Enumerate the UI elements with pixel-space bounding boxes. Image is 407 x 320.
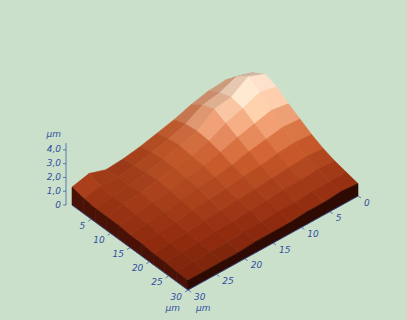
y-axis-line: [188, 196, 358, 290]
x-tick-label: 5: [80, 221, 86, 231]
x-tick: [166, 276, 169, 278]
wall: [188, 271, 205, 290]
y-tick-label: 5: [336, 213, 342, 223]
y-tick: [330, 212, 333, 214]
wall: [273, 223, 290, 243]
y-tick-label: 15: [279, 245, 291, 255]
y-axis-title: µm: [195, 303, 211, 313]
z-tick: [63, 205, 66, 206]
z-tick-label: 4,0: [47, 144, 62, 154]
wall: [118, 225, 130, 247]
y-tick-label: 25: [222, 276, 234, 286]
z-axis-title: µm: [46, 129, 62, 139]
wall: [107, 217, 119, 239]
wall: [341, 184, 358, 206]
wall: [153, 253, 165, 273]
x-tick-label: 30: [171, 292, 183, 302]
y-tick-label: 20: [251, 260, 263, 270]
wall: [256, 232, 273, 252]
x-tick: [108, 233, 111, 235]
x-axis-line: [72, 205, 188, 290]
z-tick: [63, 177, 66, 178]
x-tick: [146, 262, 149, 264]
y-tick-label: 10: [307, 229, 319, 239]
wall: [176, 272, 188, 290]
x-tick-label: 10: [93, 235, 105, 245]
y-tick: [273, 243, 276, 245]
y-tick: [188, 290, 191, 292]
chart: 51015202530µm051015202530µm01,02,03,04,0…: [0, 0, 407, 320]
z-tick: [63, 149, 66, 150]
z-tick-label: 3,0: [47, 158, 62, 168]
x-tick-label: 15: [113, 249, 125, 259]
wall: [324, 192, 341, 215]
wall: [239, 241, 256, 261]
y-tick-label: 30: [194, 292, 206, 302]
wall: [165, 262, 177, 282]
x-axis-title: µm: [165, 303, 181, 313]
x-tick-label: 25: [151, 277, 163, 287]
z-tick-label: 2,0: [47, 172, 62, 182]
x-tick-label: 20: [132, 263, 144, 273]
wall: [307, 202, 324, 224]
y-tick: [358, 196, 361, 198]
z-tick: [63, 191, 66, 192]
wall: [130, 235, 142, 256]
z-tick-label: 0: [55, 200, 61, 210]
wall: [222, 252, 239, 271]
wall: [84, 198, 96, 222]
wall: [95, 208, 107, 230]
wall: [290, 212, 307, 234]
y-tick: [245, 259, 248, 261]
y-tick-label: 0: [364, 198, 370, 208]
y-tick: [216, 274, 219, 276]
z-axis-line: [66, 143, 67, 205]
axes: 51015202530µm051015202530µm01,02,03,04,0…: [46, 129, 371, 313]
x-tick: [127, 248, 130, 250]
z-tick-label: 1,0: [47, 186, 62, 196]
wall: [142, 244, 154, 265]
wall: [205, 262, 222, 281]
x-tick: [88, 219, 91, 221]
x-tick: [185, 290, 188, 292]
surface: [72, 73, 358, 290]
z-tick: [63, 163, 66, 164]
y-tick: [301, 227, 304, 229]
